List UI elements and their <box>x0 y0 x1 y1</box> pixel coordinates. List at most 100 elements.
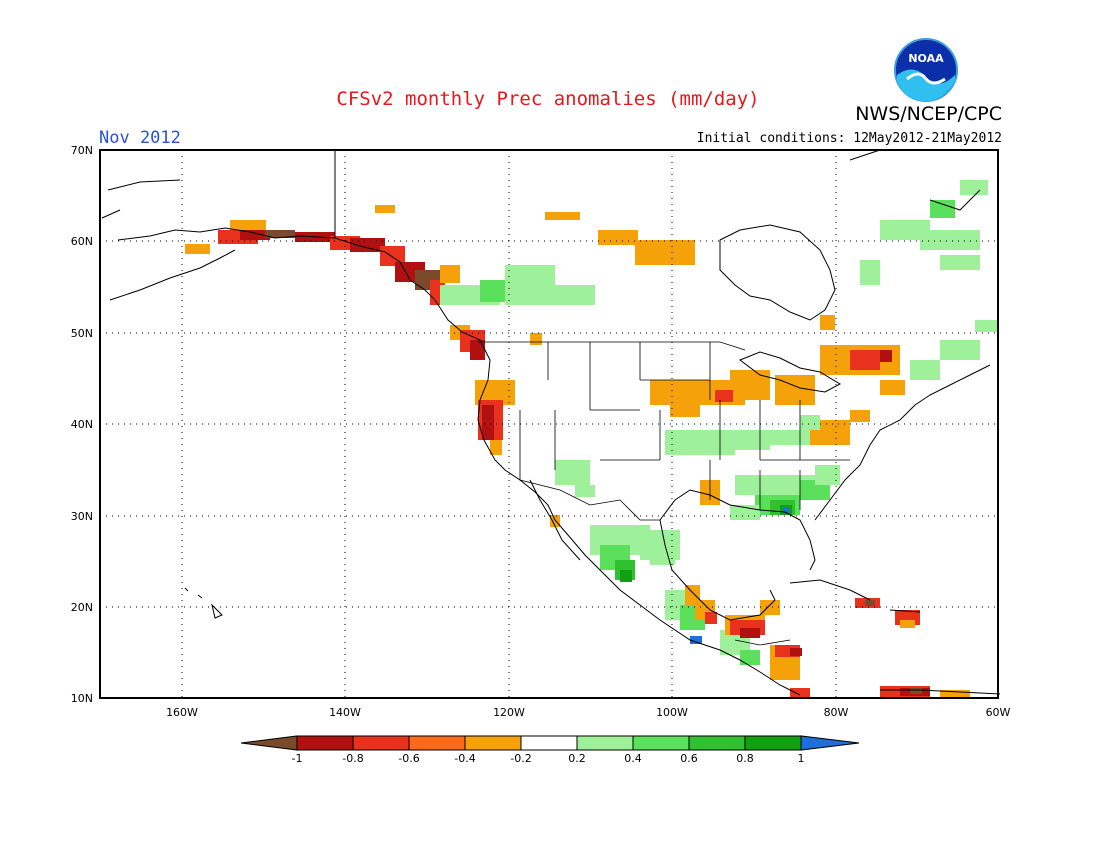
colorbar-tick: 0.2 <box>568 752 586 765</box>
anomaly-cell <box>715 390 733 402</box>
anomaly-cell <box>740 650 760 665</box>
lon-tick: 60W <box>986 706 1011 719</box>
colorbar-tick: -0.2 <box>510 752 531 765</box>
anomaly-cell <box>865 600 875 606</box>
colorbar-tick: 0.6 <box>680 752 698 765</box>
anomaly-cell <box>440 265 460 283</box>
noaa-logo-text: NOAA <box>908 52 944 65</box>
anomaly-cell <box>550 515 560 527</box>
colorbar-tick: -0.8 <box>342 752 363 765</box>
anomaly-cell <box>900 620 915 628</box>
anomaly-cell <box>545 212 580 220</box>
anomaly-cell <box>940 340 980 360</box>
lon-tick: 120W <box>493 706 525 719</box>
anomaly-cell <box>575 485 595 497</box>
anomaly-cell <box>240 230 270 240</box>
lat-tick: 60N <box>71 235 93 248</box>
lat-tick: 70N <box>71 144 93 157</box>
lat-tick: 40N <box>71 418 93 431</box>
lon-tick: 140W <box>329 706 361 719</box>
anomaly-cell <box>480 280 510 302</box>
noaa-logo: NOAA <box>894 38 958 102</box>
colorbar-tick: 1 <box>798 752 805 765</box>
colorbar-tick: -1 <box>292 752 303 765</box>
anomaly-cells <box>185 180 997 698</box>
gridlines <box>100 150 998 698</box>
anomaly-cell <box>975 320 997 332</box>
colorbar-swatch <box>688 735 746 751</box>
lon-tick: 80W <box>824 706 849 719</box>
anomaly-cell <box>860 260 880 285</box>
anomaly-cell <box>670 405 700 417</box>
lon-tick: 160W <box>166 706 198 719</box>
anomaly-cell <box>650 550 675 565</box>
lat-tick: 50N <box>71 327 93 340</box>
map-frame <box>99 149 999 699</box>
anomaly-cell <box>880 220 930 240</box>
colorbar-swatch <box>576 735 634 751</box>
lat-tick: 20N <box>71 601 93 614</box>
colorbar <box>240 735 860 751</box>
anomaly-cell <box>775 375 815 405</box>
anomaly-cell <box>635 240 695 265</box>
anomaly-cell <box>705 612 717 624</box>
anomaly-cell <box>815 465 840 485</box>
anomaly-cell <box>185 244 210 254</box>
anomaly-cell <box>880 350 892 362</box>
anomaly-cell <box>620 570 632 582</box>
anomaly-cell <box>375 205 395 213</box>
anomaly-cell <box>470 340 485 360</box>
anomaly-cell <box>760 600 780 615</box>
colorbar-swatch <box>632 735 690 751</box>
borders <box>478 341 850 646</box>
colorbar-swatch <box>520 735 578 751</box>
chart-title: CFSv2 monthly Prec anomalies (mm/day) <box>336 88 760 110</box>
anomaly-cell <box>482 405 494 440</box>
anomaly-cell <box>230 220 266 232</box>
anomaly-cell <box>940 690 970 698</box>
anomaly-cell <box>555 460 590 485</box>
anomaly-cell <box>740 628 760 638</box>
colorbar-swatch <box>408 735 466 751</box>
anomaly-cell <box>940 255 980 270</box>
anomaly-cell <box>665 430 735 455</box>
colorbar-tick: 0.8 <box>736 752 754 765</box>
anomaly-cell <box>783 508 789 514</box>
anomaly-cell <box>770 430 810 445</box>
colorbar-tick: 0.4 <box>624 752 642 765</box>
anomaly-cell <box>490 440 502 455</box>
lat-tick: 10N <box>71 692 93 705</box>
anomaly-cell <box>530 333 542 345</box>
colorbar-swatch <box>464 735 522 751</box>
colorbar-swatch <box>296 735 354 751</box>
colorbar-swatch <box>744 735 802 751</box>
forecast-month: Nov 2012 <box>99 128 181 148</box>
colorbar-swatch <box>352 735 410 751</box>
colorbar-tick: -0.6 <box>398 752 419 765</box>
coastlines <box>101 149 1001 696</box>
lat-tick-labels: 10N 20N 30N 40N 50N 60N 70N <box>71 144 93 705</box>
anomaly-cell <box>910 688 922 694</box>
anomaly-cell <box>800 415 820 430</box>
anomaly-cell <box>730 370 770 400</box>
agency-label: NWS/NCEP/CPC <box>855 103 1002 125</box>
anomaly-cell <box>820 315 835 330</box>
anomaly-cell <box>850 410 870 422</box>
colorbar-arrow-right <box>800 735 860 751</box>
anomaly-cell <box>735 475 815 495</box>
anomaly-cell <box>960 180 988 195</box>
anomaly-cell <box>265 230 295 238</box>
anomaly-cell <box>598 230 638 245</box>
lon-tick: 100W <box>656 706 688 719</box>
anomaly-cell <box>790 648 802 656</box>
anomaly-cell <box>730 430 770 450</box>
lon-tick-labels: 160W 140W 120W 100W 80W 60W <box>166 706 1010 719</box>
anomaly-cell <box>920 230 980 250</box>
lat-tick: 30N <box>71 510 93 523</box>
anomaly-cell <box>690 636 702 644</box>
anomaly-cell <box>930 200 955 218</box>
anomaly-cell <box>910 360 940 380</box>
anomaly-cell <box>550 285 595 305</box>
colorbar-tick: -0.4 <box>454 752 475 765</box>
